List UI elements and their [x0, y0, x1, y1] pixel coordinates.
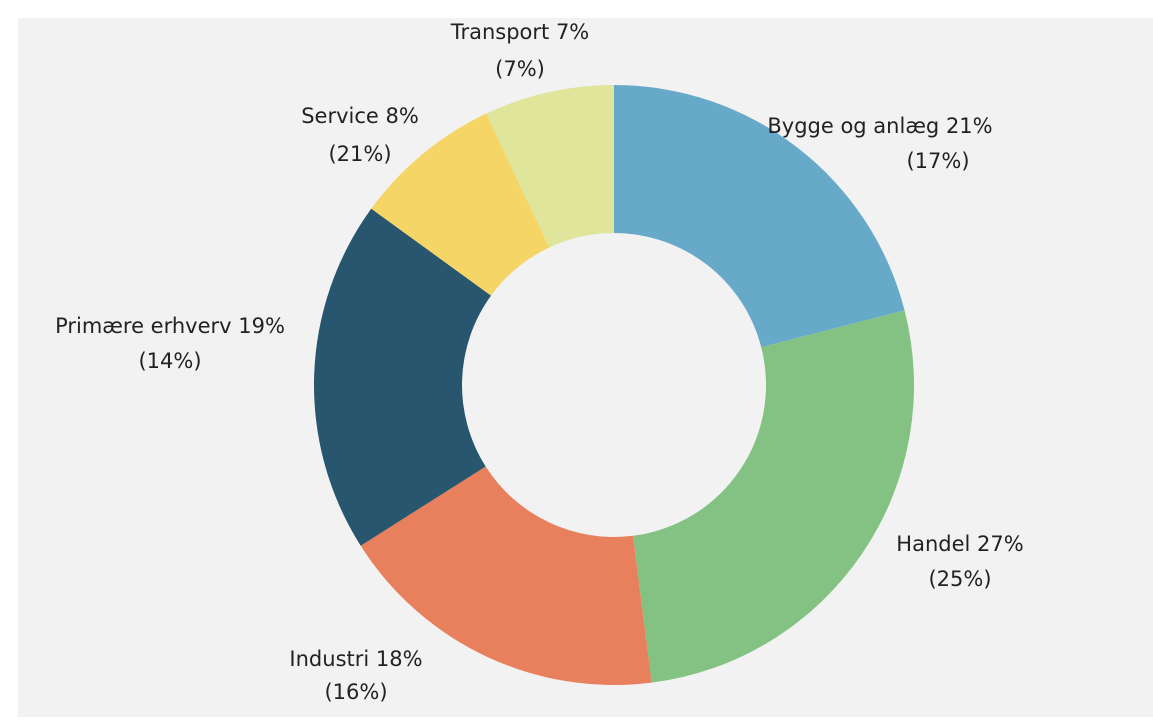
slice-label: Primære erhverv 19%: [55, 314, 285, 338]
prior-value-label: (25%): [928, 567, 991, 591]
prior-value-label: (7%): [495, 57, 545, 81]
prior-value-label: (16%): [324, 680, 387, 704]
prior-value-label: (21%): [328, 142, 391, 166]
slice-label: Service 8%: [301, 104, 419, 128]
donut-slice: [633, 310, 914, 683]
slice-label: Handel 27%: [896, 532, 1023, 556]
prior-value-label: (14%): [138, 349, 201, 373]
donut-slice: [360, 466, 652, 685]
donut-slice: [614, 85, 905, 348]
donut-slice: [486, 85, 614, 248]
prior-value-label: (17%): [906, 149, 969, 173]
slice-label: Transport 7%: [450, 20, 590, 44]
slice-label: Bygge og anlæg 21%: [767, 114, 992, 138]
donut-slice: [371, 113, 550, 296]
slice-label: Industri 18%: [289, 647, 422, 671]
donut-slice: [313, 208, 492, 546]
